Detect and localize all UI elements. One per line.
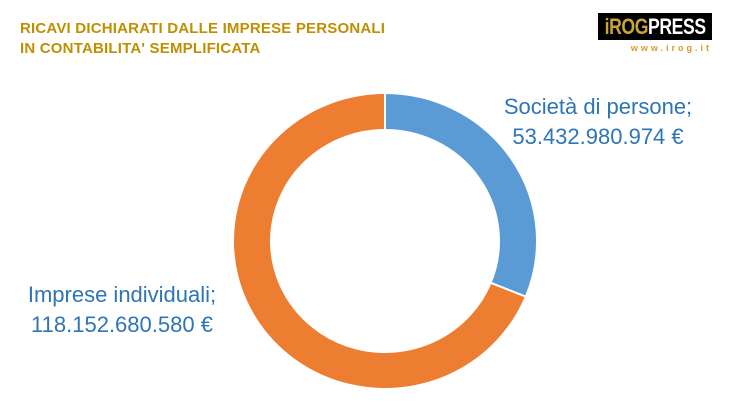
chart-title: RICAVI DICHIARATI DALLE IMPRESE PERSONAL… xyxy=(20,19,385,59)
donut-slice-imprese-individuali xyxy=(232,92,527,390)
data-label-imprese-name: Imprese individuali; xyxy=(27,282,217,307)
data-label-societa-name: Società di persone; xyxy=(503,94,693,119)
logo-box: iROGPRESS xyxy=(598,13,712,40)
chart-title-line1: RICAVI DICHIARATI DALLE IMPRESE PERSONAL… xyxy=(20,20,386,37)
logo-brand-press: PRESS xyxy=(647,14,706,39)
data-label-imprese-value: 118.152.680.580 € xyxy=(31,312,213,337)
logo-brand-text: iROGPRESS xyxy=(604,13,705,40)
data-label-imprese-individuali: Imprese individuali; 118.152.680.580 € xyxy=(12,280,232,340)
irogpress-logo: iROGPRESS www.irog.it xyxy=(598,13,712,53)
logo-brand-irog: iROG xyxy=(604,14,648,39)
logo-url-text: www.irog.it xyxy=(630,43,712,53)
data-label-societa-di-persone: Società di persone; 53.432.980.974 € xyxy=(488,92,708,152)
chart-title-line2: IN CONTABILITA' SEMPLIFICATA xyxy=(20,40,261,57)
data-label-societa-value: 53.432.980.974 € xyxy=(512,124,684,149)
